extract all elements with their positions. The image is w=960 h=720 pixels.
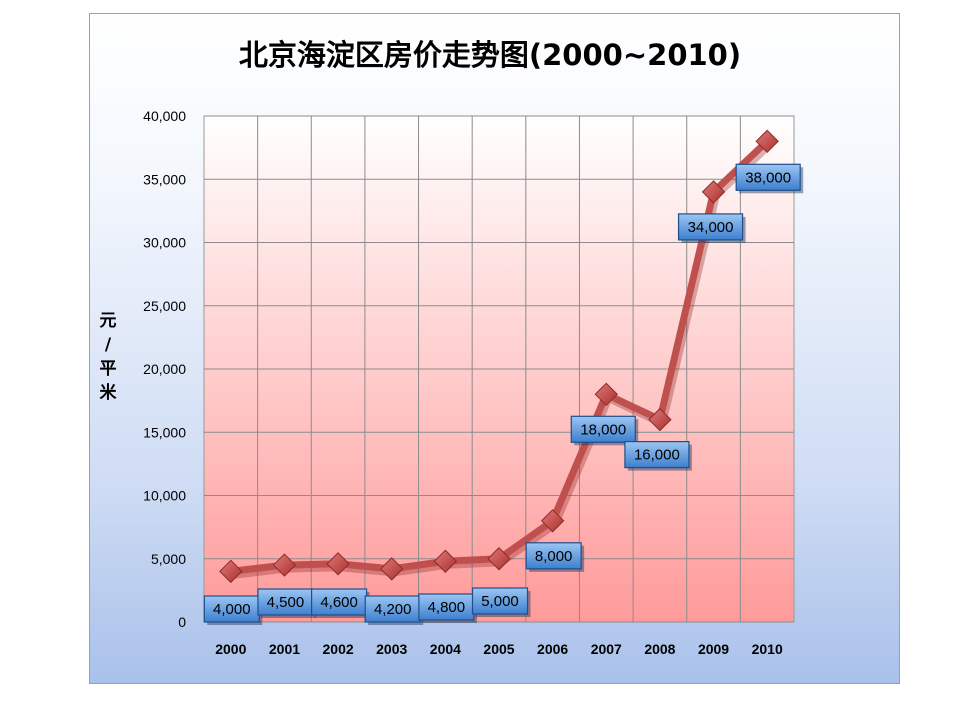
data-label-text: 16,000 (634, 447, 680, 464)
data-label: 4,600 (310, 588, 370, 618)
data-label-text: 4,200 (374, 601, 412, 618)
data-point-marker (272, 553, 297, 577)
y-tick-label: 10,000 (143, 488, 186, 504)
y-tick-label: 15,000 (143, 424, 186, 440)
data-point-marker (648, 407, 672, 432)
chart-title: 北京海淀区房价走势图(2000~2010) (239, 38, 741, 72)
y-tick-label: 30,000 (143, 235, 186, 251)
x-tick-label: 2005 (483, 641, 514, 657)
data-label-text: 5,000 (481, 593, 519, 610)
data-label: 4,200 (364, 595, 424, 625)
data-label-text: 4,500 (267, 594, 305, 611)
data-point-marker (326, 552, 350, 576)
y-axis-label-char: 平 (100, 359, 117, 379)
data-point-marker (219, 559, 243, 584)
grid-lines (204, 115, 794, 623)
y-axis-label-char: / (105, 335, 112, 355)
y-axis-label-char: 元 (100, 311, 117, 331)
y-axis-label: 元 / 平米 (100, 311, 118, 403)
data-point-marker (487, 547, 511, 571)
data-point-marker (540, 509, 565, 533)
data-point-marker (380, 557, 404, 581)
y-tick-label: 25,000 (143, 298, 186, 314)
data-label-text: 4,000 (213, 601, 251, 618)
series-layer (219, 129, 779, 584)
data-label-text: 18,000 (580, 421, 626, 438)
y-axis-label-char: 米 (100, 382, 118, 403)
data-label-text: 4,600 (320, 594, 358, 611)
x-tick-label: 2000 (215, 641, 246, 657)
data-point-marker (594, 382, 618, 407)
x-tick-label: 2008 (644, 641, 675, 657)
y-tick-label: 40,000 (143, 108, 186, 124)
x-tick-label: 2007 (591, 641, 622, 657)
chart-frame: 北京海淀区房价走势图(2000~2010) 0 5,000 10,000 15,000… (89, 13, 900, 684)
y-tick-label: 5,000 (151, 551, 186, 567)
data-label: 38,000 (735, 163, 804, 194)
chart-svg: 北京海淀区房价走势图(2000~2010) 0 5,000 10,000 15,000… (100, 38, 804, 657)
data-label-text: 4,800 (428, 599, 466, 616)
x-tick-label: 2010 (752, 641, 783, 657)
data-label: 4,000 (203, 595, 263, 625)
data-label: 8,000 (525, 542, 585, 572)
x-tick-label: 2006 (537, 641, 568, 657)
y-tick-label: 20,000 (143, 361, 186, 377)
y-tick-label: 0 (178, 614, 186, 630)
data-label-layer: 4,000 4,500 4,600 4,200 4,800 5,000 8,000 18,00… (203, 163, 804, 625)
data-label: 34,000 (677, 213, 746, 243)
x-tick-label: 2004 (430, 641, 461, 657)
y-tick-label: 35,000 (143, 171, 186, 187)
data-label: 18,000 (570, 415, 639, 446)
x-tick-label: 2002 (323, 641, 354, 657)
data-label: 16,000 (624, 441, 692, 471)
x-tick-label: 2003 (376, 641, 407, 657)
data-label-text: 38,000 (745, 169, 791, 186)
data-point-marker (701, 180, 726, 204)
x-axis-ticks: 2000 2001 2002 2003 2004 2005 2006 2007 2008 2009… (215, 641, 783, 657)
data-label-text: 8,000 (535, 548, 573, 565)
data-label: 4,500 (257, 588, 316, 618)
y-axis-ticks: 0 5,000 10,000 15,000 20,000 25,000 30,000 35,0… (143, 108, 186, 630)
x-tick-label: 2009 (698, 641, 729, 657)
data-label-text: 34,000 (688, 219, 734, 236)
data-label: 4,800 (418, 593, 477, 623)
data-point-marker (755, 129, 779, 154)
data-label: 5,000 (471, 587, 531, 617)
x-tick-label: 2001 (269, 641, 300, 657)
data-point-marker (433, 549, 458, 573)
